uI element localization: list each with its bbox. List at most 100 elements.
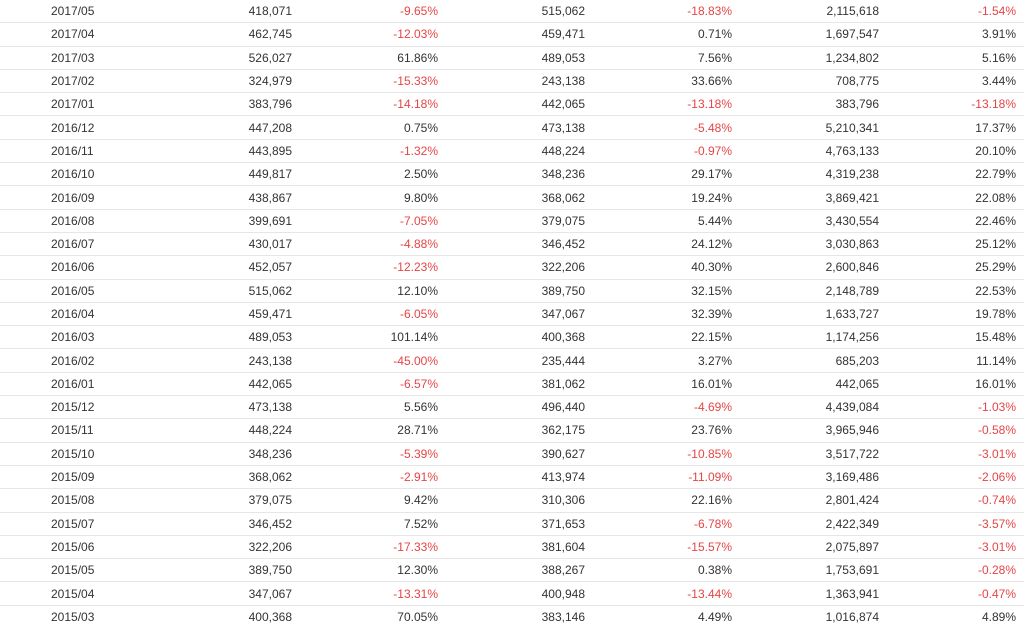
cell-value-1: 389,750 (150, 558, 300, 582)
cell-month: 2016/10 (0, 162, 150, 186)
cell-month: 2016/04 (0, 301, 150, 326)
cell-value-2: 515,062 (446, 0, 593, 23)
cell-value-2: 379,075 (446, 208, 593, 233)
cell-change-3: -3.01% (887, 441, 1024, 466)
cell-change-2: -6.78% (593, 511, 740, 536)
table-row: 2015/12 473,138 5.56% 496,440 -4.69% 4,439,08… (0, 395, 1024, 419)
cell-month: 2015/05 (0, 558, 150, 582)
cell-value-3: 383,796 (740, 92, 887, 116)
table-row: 2015/11 448,224 28.71% 362,175 23.76% 3,965,9… (0, 418, 1024, 443)
cell-value-3: 1,016,874 (740, 604, 887, 629)
cell-value-2: 400,368 (446, 325, 593, 349)
cell-value-3: 1,234,802 (740, 45, 887, 70)
cell-change-1: -1.32% (300, 138, 446, 163)
cell-value-3: 1,633,727 (740, 301, 887, 326)
cell-value-1: 442,065 (150, 371, 300, 396)
table-row: 2016/07 430,017 -4.88% 346,452 24.12% 3,030,8… (0, 231, 1024, 256)
cell-value-1: 462,745 (150, 22, 300, 47)
cell-month: 2016/11 (0, 138, 150, 163)
cell-change-3: 15.48% (887, 325, 1024, 349)
cell-change-3: 25.12% (887, 231, 1024, 256)
cell-value-2: 235,444 (446, 348, 593, 373)
table-row: 2016/04 459,471 -6.05% 347,067 32.39% 1,633,7… (0, 301, 1024, 326)
cell-change-1: 0.75% (300, 115, 446, 140)
cell-value-1: 448,224 (150, 418, 300, 443)
cell-change-3: -0.47% (887, 581, 1024, 606)
cell-month: 2016/09 (0, 185, 150, 210)
cell-change-3: -2.06% (887, 464, 1024, 489)
cell-change-1: 2.50% (300, 162, 446, 186)
cell-value-2: 413,974 (446, 464, 593, 489)
cell-value-1: 473,138 (150, 395, 300, 419)
cell-change-2: -5.48% (593, 115, 740, 140)
cell-value-2: 381,062 (446, 371, 593, 396)
cell-value-2: 400,948 (446, 581, 593, 606)
cell-change-2: 32.39% (593, 301, 740, 326)
cell-value-2: 347,067 (446, 301, 593, 326)
cell-change-2: 23.76% (593, 418, 740, 443)
cell-value-2: 496,440 (446, 395, 593, 419)
cell-month: 2017/01 (0, 92, 150, 116)
cell-change-3: 22.46% (887, 208, 1024, 233)
cell-change-2: -13.18% (593, 92, 740, 116)
cell-change-1: -6.05% (300, 301, 446, 326)
cell-value-1: 526,027 (150, 45, 300, 70)
cell-value-1: 459,471 (150, 301, 300, 326)
cell-value-2: 362,175 (446, 418, 593, 443)
cell-month: 2015/03 (0, 604, 150, 629)
cell-value-1: 324,979 (150, 68, 300, 93)
cell-change-2: 0.71% (593, 22, 740, 47)
cell-value-1: 447,208 (150, 115, 300, 140)
cell-value-3: 2,115,618 (740, 0, 887, 23)
cell-change-2: 3.27% (593, 348, 740, 373)
cell-value-3: 2,075,897 (740, 534, 887, 559)
cell-change-2: 4.49% (593, 604, 740, 629)
cell-value-3: 3,169,486 (740, 464, 887, 489)
cell-change-1: -4.88% (300, 231, 446, 256)
table-row: 2016/05 515,062 12.10% 389,750 32.15% 2,148,7… (0, 278, 1024, 303)
cell-change-3: 22.79% (887, 162, 1024, 186)
cell-change-2: -11.09% (593, 464, 740, 489)
cell-month: 2017/03 (0, 45, 150, 70)
table-row: 2017/03 526,027 61.86% 489,053 7.56% 1,234,80… (0, 45, 1024, 70)
cell-change-3: 22.08% (887, 185, 1024, 210)
table-row: 2016/10 449,817 2.50% 348,236 29.17% 4,319,23… (0, 162, 1024, 186)
table-row: 2015/09 368,062 -2.91% 413,974 -11.09% 3,169,… (0, 464, 1024, 489)
cell-value-2: 389,750 (446, 278, 593, 303)
cell-month: 2016/06 (0, 255, 150, 280)
table-row: 2016/11 443,895 -1.32% 448,224 -0.97% 4,763,1… (0, 138, 1024, 163)
cell-value-1: 346,452 (150, 511, 300, 536)
cell-change-1: -17.33% (300, 534, 446, 559)
cell-change-1: -2.91% (300, 464, 446, 489)
table-row: 2015/06 322,206 -17.33% 381,604 -15.57% 2,075… (0, 534, 1024, 559)
cell-month: 2016/02 (0, 348, 150, 373)
cell-value-3: 1,174,256 (740, 325, 887, 349)
cell-change-1: 101.14% (300, 325, 446, 349)
cell-value-1: 347,067 (150, 581, 300, 606)
table-row: 2017/04 462,745 -12.03% 459,471 0.71% 1,697,5… (0, 22, 1024, 47)
cell-change-3: 16.01% (887, 371, 1024, 396)
cell-month: 2015/06 (0, 534, 150, 559)
cell-change-1: 12.10% (300, 278, 446, 303)
cell-value-2: 381,604 (446, 534, 593, 559)
cell-change-1: 7.52% (300, 511, 446, 536)
cell-change-2: 33.66% (593, 68, 740, 93)
cell-value-1: 430,017 (150, 231, 300, 256)
cell-value-1: 515,062 (150, 278, 300, 303)
cell-value-1: 449,817 (150, 162, 300, 186)
cell-value-2: 489,053 (446, 45, 593, 70)
cell-change-2: 32.15% (593, 278, 740, 303)
cell-change-2: 24.12% (593, 231, 740, 256)
cell-month: 2015/10 (0, 441, 150, 466)
table-row: 2017/05 418,071 -9.65% 515,062 -18.83% 2,115,… (0, 0, 1024, 23)
cell-value-3: 1,697,547 (740, 22, 887, 47)
table-row: 2015/07 346,452 7.52% 371,653 -6.78% 2,422,34… (0, 511, 1024, 536)
cell-change-3: -0.74% (887, 488, 1024, 513)
cell-month: 2016/07 (0, 231, 150, 256)
table-row: 2016/09 438,867 9.80% 368,062 19.24% 3,869,42… (0, 185, 1024, 210)
cell-change-1: 70.05% (300, 604, 446, 629)
table-row: 2015/03 400,368 70.05% 383,146 4.49% 1,016,87… (0, 604, 1024, 629)
cell-change-3: -1.54% (887, 0, 1024, 23)
table-row: 2017/02 324,979 -15.33% 243,138 33.66% 708,77… (0, 68, 1024, 93)
cell-value-3: 3,430,554 (740, 208, 887, 233)
